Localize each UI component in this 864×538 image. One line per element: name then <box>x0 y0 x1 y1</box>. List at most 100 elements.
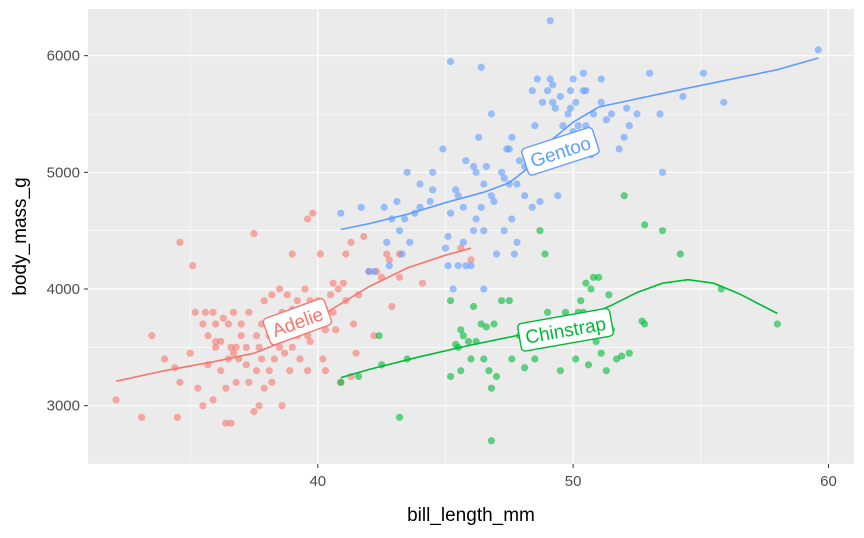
point-gentoo <box>508 215 516 223</box>
point-gentoo <box>337 209 345 217</box>
point-gentoo <box>487 192 496 200</box>
point-adelie <box>296 355 304 363</box>
point-gentoo <box>646 69 654 77</box>
trend-line-chinstrap <box>340 278 778 379</box>
point-gentoo <box>480 285 488 293</box>
point-gentoo <box>607 110 616 118</box>
point-gentoo <box>393 197 401 206</box>
point-chinstrap <box>375 332 383 340</box>
point-gentoo <box>383 238 391 246</box>
point-gentoo <box>513 180 521 188</box>
point-gentoo <box>814 46 822 54</box>
y-tick-label: 4000 <box>47 281 80 298</box>
point-gentoo <box>505 145 513 153</box>
point-adelie <box>306 337 314 346</box>
point-chinstrap <box>505 297 513 305</box>
point-gentoo <box>579 69 587 77</box>
point-adelie <box>112 396 120 404</box>
point-gentoo <box>679 92 687 101</box>
point-gentoo <box>449 285 457 293</box>
point-chinstrap <box>641 221 649 229</box>
point-gentoo <box>521 192 529 200</box>
point-adelie <box>219 314 227 322</box>
point-gentoo <box>452 186 460 194</box>
point-gentoo <box>492 250 501 258</box>
point-chinstrap <box>618 352 626 360</box>
point-gentoo <box>597 75 605 83</box>
point-gentoo <box>589 110 598 118</box>
point-gentoo <box>459 203 467 211</box>
point-gentoo <box>572 98 580 106</box>
point-adelie <box>268 291 276 299</box>
point-chinstrap <box>597 349 605 357</box>
point-adelie <box>252 367 261 375</box>
point-gentoo <box>549 81 557 89</box>
point-gentoo <box>533 75 541 83</box>
point-gentoo <box>357 203 365 211</box>
point-adelie <box>250 229 258 238</box>
point-gentoo <box>528 87 536 95</box>
point-adelie <box>321 367 330 375</box>
point-adelie <box>255 343 263 351</box>
point-gentoo <box>508 133 516 141</box>
point-gentoo <box>559 122 567 130</box>
point-chinstrap <box>457 326 465 334</box>
point-chinstrap <box>480 355 488 363</box>
point-gentoo <box>544 87 552 95</box>
point-adelie <box>186 349 194 357</box>
point-adelie <box>329 308 337 316</box>
point-adelie <box>321 326 330 334</box>
point-gentoo <box>551 104 559 112</box>
plot-panel <box>88 9 854 464</box>
point-chinstrap <box>773 320 782 328</box>
point-adelie <box>265 367 273 375</box>
point-adelie <box>352 349 360 357</box>
point-chinstrap <box>595 273 603 281</box>
point-chinstrap <box>638 317 646 325</box>
point-adelie <box>204 332 212 340</box>
point-chinstrap <box>446 297 455 305</box>
point-adelie <box>232 378 240 386</box>
point-adelie <box>212 343 220 351</box>
point-gentoo <box>480 227 488 235</box>
point-gentoo <box>441 244 450 252</box>
point-adelie <box>229 349 238 357</box>
point-gentoo <box>469 162 478 171</box>
point-chinstrap <box>582 279 590 287</box>
point-adelie <box>467 256 475 264</box>
point-adelie <box>224 320 233 328</box>
point-adelie <box>355 291 363 299</box>
point-gentoo <box>472 215 480 223</box>
point-gentoo <box>401 215 409 223</box>
point-chinstrap <box>592 337 600 346</box>
point-chinstrap <box>467 355 475 363</box>
point-gentoo <box>500 227 508 235</box>
point-adelie <box>229 308 238 316</box>
point-adelie <box>199 320 207 328</box>
point-adelie <box>418 279 427 287</box>
point-gentoo <box>385 262 393 270</box>
point-gentoo <box>490 197 498 206</box>
point-adelie <box>303 367 312 375</box>
point-adelie <box>347 238 355 246</box>
point-gentoo <box>554 192 562 200</box>
point-adelie <box>222 419 230 427</box>
point-chinstrap <box>556 367 564 375</box>
point-gentoo <box>446 209 455 217</box>
point-chinstrap <box>395 413 404 421</box>
point-adelie <box>288 250 296 258</box>
point-adelie <box>260 384 268 392</box>
point-adelie <box>268 378 276 386</box>
point-gentoo <box>403 168 411 176</box>
point-gentoo <box>444 262 452 270</box>
point-adelie <box>212 337 220 346</box>
point-gentoo <box>546 75 554 83</box>
point-adelie <box>316 250 324 258</box>
point-adelie <box>209 308 217 316</box>
point-chinstrap <box>487 437 496 445</box>
point-gentoo <box>398 250 406 258</box>
point-gentoo <box>556 92 564 101</box>
x-tick-label: 50 <box>565 473 582 490</box>
point-gentoo <box>528 203 536 211</box>
